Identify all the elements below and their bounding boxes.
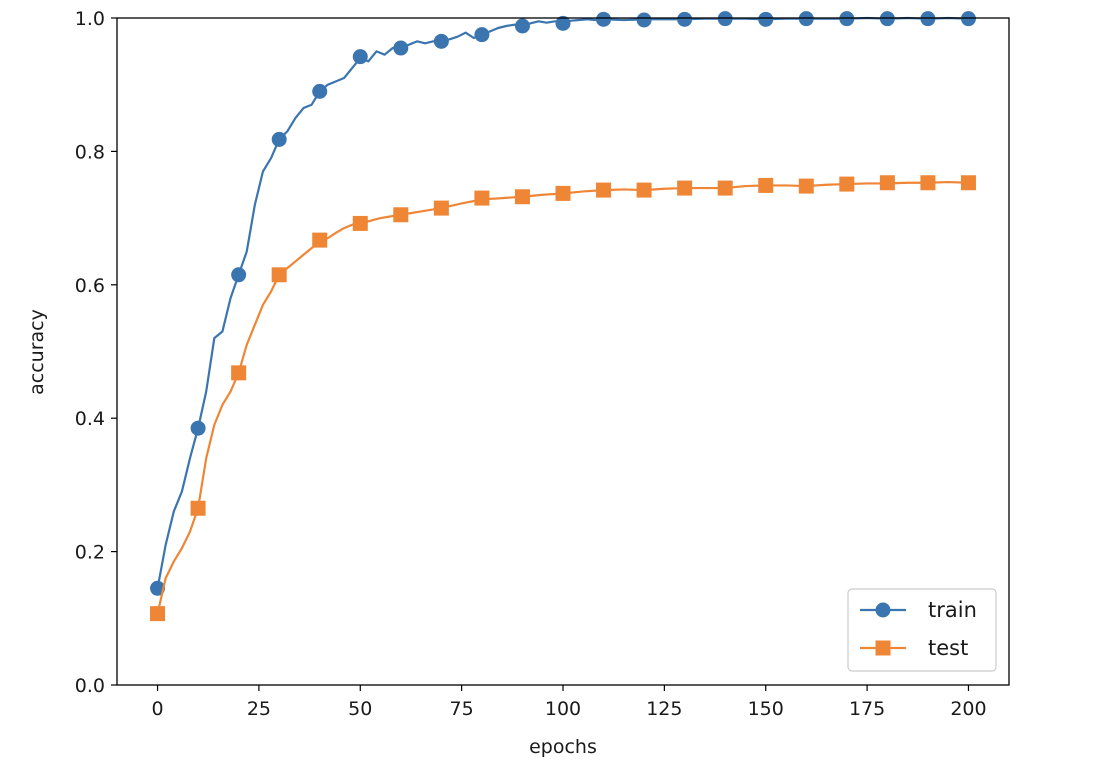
data-point-train	[677, 11, 693, 27]
x-tick-label: 175	[849, 698, 885, 720]
x-tick-label: 50	[348, 698, 372, 720]
y-tick-label: 0.6	[75, 275, 105, 297]
data-point-train	[839, 11, 855, 27]
data-point-test	[352, 215, 368, 231]
data-point-train	[596, 11, 612, 27]
legend-item-test: test	[860, 636, 968, 660]
y-tick-label: 0.2	[75, 542, 105, 564]
data-point-train	[717, 11, 733, 27]
data-point-train	[555, 15, 571, 31]
data-point-train	[920, 11, 936, 27]
y-tick-label: 0.0	[75, 675, 105, 697]
plot-area	[150, 11, 976, 622]
series-line-train	[156, 16, 969, 589]
x-axis-label: epochs	[529, 736, 597, 758]
data-point-test	[636, 182, 652, 198]
x-tick-label: 75	[450, 698, 474, 720]
data-point-test	[758, 177, 774, 193]
data-point-test	[879, 175, 895, 191]
data-point-train	[960, 11, 976, 27]
axes-frame	[116, 17, 1010, 686]
data-point-test	[150, 606, 166, 622]
x-tick-label: 150	[748, 698, 784, 720]
x-tick-label: 125	[646, 698, 682, 720]
data-point-train	[352, 49, 368, 65]
data-point-test	[677, 180, 693, 196]
legend-label: train	[928, 598, 977, 622]
data-point-test	[393, 207, 409, 223]
y-tick-label: 1.0	[75, 8, 105, 30]
data-point-train	[231, 267, 247, 283]
data-point-test	[798, 178, 814, 194]
data-point-train	[798, 11, 814, 27]
data-point-train	[312, 83, 328, 99]
data-point-train	[393, 40, 409, 56]
y-axis-label: accuracy	[26, 309, 48, 395]
data-point-test	[433, 200, 449, 216]
series-test	[150, 175, 976, 622]
data-point-train	[474, 27, 490, 43]
legend: train test	[847, 588, 997, 672]
series-line-test	[156, 180, 969, 614]
data-point-train	[190, 420, 206, 436]
data-point-train	[150, 580, 166, 596]
axis-ticks: 0 25 50 75 100 125 150 175 200 0.0 0.2 0.4 0.6 0.8 1.0	[75, 8, 987, 720]
series-train	[150, 11, 976, 596]
x-tick-label: 0	[151, 698, 163, 720]
x-tick-label: 200	[950, 698, 986, 720]
data-point-test	[839, 176, 855, 192]
data-point-test	[514, 189, 530, 205]
legend-marker	[875, 602, 891, 618]
data-point-train	[879, 11, 895, 27]
data-point-test	[190, 500, 206, 516]
legend-item-train: train	[860, 598, 977, 622]
data-point-train	[271, 131, 287, 147]
data-point-test	[960, 175, 976, 191]
y-tick-label: 0.4	[75, 408, 105, 430]
x-tick-label: 25	[247, 698, 271, 720]
data-point-test	[596, 182, 612, 198]
data-point-train	[433, 33, 449, 49]
data-point-train	[758, 11, 774, 27]
data-point-test	[231, 365, 247, 381]
data-point-test	[555, 185, 571, 201]
x-tick-label: 100	[545, 698, 581, 720]
legend-marker	[875, 640, 891, 656]
data-point-test	[271, 267, 287, 283]
data-point-train	[514, 18, 530, 34]
data-point-test	[474, 190, 490, 206]
y-tick-label: 0.8	[75, 141, 105, 163]
data-point-test	[920, 175, 936, 191]
data-point-train	[636, 12, 652, 28]
data-point-test	[717, 180, 733, 196]
data-point-test	[312, 232, 328, 248]
legend-label: test	[928, 636, 968, 660]
